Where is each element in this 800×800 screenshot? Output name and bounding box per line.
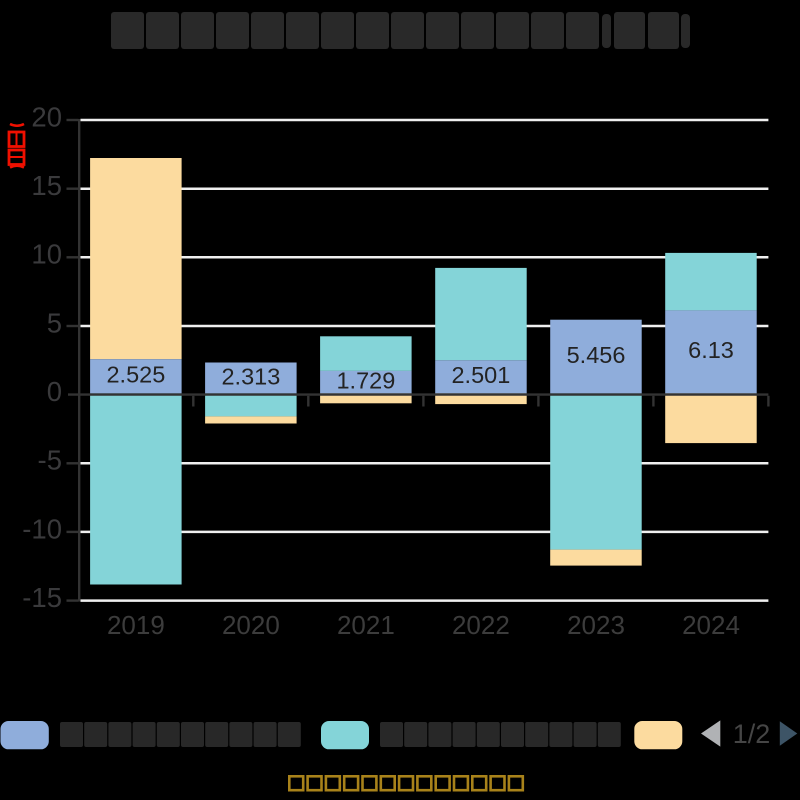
svg-text:20: 20 — [31, 101, 62, 132]
svg-text:2.501: 2.501 — [451, 362, 510, 388]
svg-text:2023: 2023 — [567, 610, 625, 640]
svg-text:2.313: 2.313 — [221, 363, 280, 389]
svg-text:-15: -15 — [22, 582, 62, 613]
svg-text:5.456: 5.456 — [567, 342, 626, 368]
svg-text:6.13: 6.13 — [688, 337, 734, 363]
svg-text:1/2: 1/2 — [733, 719, 771, 749]
svg-text:5: 5 — [47, 307, 62, 338]
svg-text:2021: 2021 — [337, 610, 395, 640]
svg-text:-5: -5 — [38, 445, 62, 476]
svg-text:0: 0 — [47, 376, 62, 407]
svg-text:-10: -10 — [22, 513, 62, 544]
svg-text:2019: 2019 — [107, 610, 165, 640]
svg-text:10: 10 — [31, 239, 62, 270]
svg-text:15: 15 — [31, 170, 62, 201]
svg-text:2022: 2022 — [452, 610, 510, 640]
svg-text:2024: 2024 — [682, 610, 740, 640]
svg-text:2020: 2020 — [222, 610, 280, 640]
svg-text:1.729: 1.729 — [336, 368, 395, 394]
svg-text:2.525: 2.525 — [106, 362, 165, 388]
